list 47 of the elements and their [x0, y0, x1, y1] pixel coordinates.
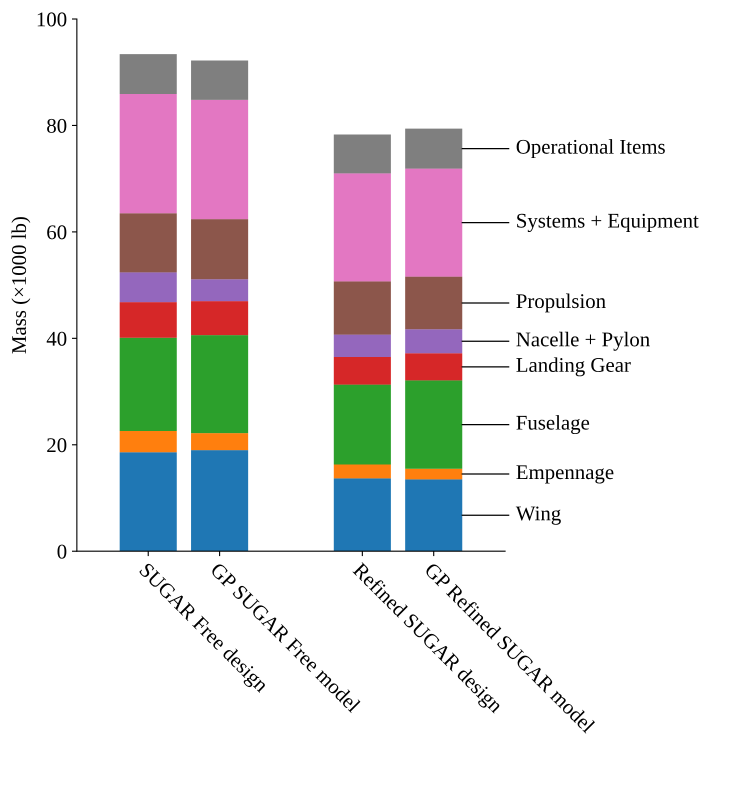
bar [334, 478, 391, 552]
bar [120, 213, 177, 272]
bar [405, 128, 462, 169]
bar [191, 100, 248, 220]
bar [405, 468, 462, 480]
y-tick-label: 40 [46, 332, 66, 346]
bar [334, 134, 391, 174]
y-tick-label: 80 [47, 118, 66, 133]
text: Nacelle + Pylon [516, 332, 650, 351]
y-tick-label: 60 [47, 225, 66, 240]
text: Landing Gear [516, 357, 631, 376]
bar [405, 276, 462, 330]
text: Fuselage [516, 415, 590, 434]
bar [120, 272, 177, 302]
bar [120, 338, 177, 431]
bar [120, 430, 177, 452]
bar [405, 168, 462, 277]
bar [191, 433, 248, 450]
bar [120, 94, 177, 214]
bar [334, 281, 391, 335]
text: Wing [516, 506, 561, 525]
text: Operational Items [516, 139, 665, 158]
bar [120, 54, 177, 94]
bar [334, 356, 391, 385]
bar [334, 384, 391, 464]
bar [191, 335, 248, 434]
bar [334, 464, 391, 478]
bar [405, 329, 462, 354]
bar [191, 219, 248, 280]
bar [334, 334, 391, 357]
bar [405, 353, 462, 380]
y-tick-label: 0 [58, 544, 66, 559]
bar [120, 452, 177, 552]
bar [120, 302, 177, 338]
text: Empennage [516, 465, 614, 484]
bar [334, 173, 391, 282]
bar [191, 279, 248, 302]
text: Systems + Equipment [517, 214, 699, 232]
bar [191, 60, 248, 100]
y-tick-label: 100 [38, 12, 66, 26]
text: Propulsion [516, 294, 606, 312]
bar [405, 380, 462, 469]
bar [191, 450, 248, 552]
bar [405, 479, 462, 552]
y-tick-label: 20 [47, 438, 66, 452]
y-axis-title: Mass (×1000 lb) [11, 217, 30, 354]
bar [191, 301, 248, 336]
